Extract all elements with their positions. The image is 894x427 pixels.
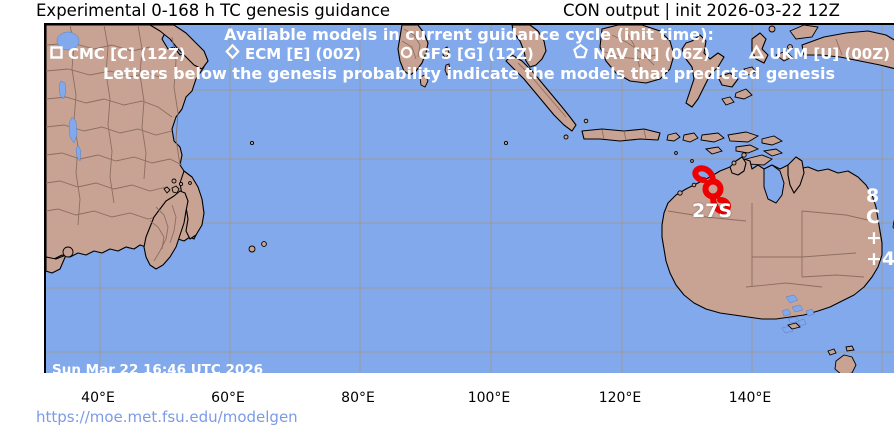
map-panel[interactable]: .land { fill: #c8a394; stroke: #000000; … — [44, 23, 894, 373]
x-tick-label-1: 60°E — [211, 390, 245, 406]
x-tick-label-3: 100°E — [467, 390, 511, 406]
storm-id-label: 27S — [691, 200, 733, 222]
x-tick-label-0: 40°E — [81, 390, 115, 406]
y-axis: 0°10°S20°S30°S40°S — [0, 0, 44, 427]
output-label: CON output — [563, 1, 660, 20]
header-output-info: CON output | init 2026-03-22 12Z — [563, 1, 840, 20]
x-tick-label-4: 120°E — [598, 390, 642, 406]
world-map: .land { fill: #c8a394; stroke: #000000; … — [46, 25, 894, 373]
source-url-link[interactable]: https://moe.met.fsu.edu/modelgen — [36, 408, 298, 426]
south-asia-landmass — [397, 25, 451, 88]
header-bar: Experimental 0-168 h TC genesis guidance… — [0, 0, 894, 23]
header-separator: | — [664, 1, 671, 20]
x-tick-label-2: 80°E — [341, 390, 375, 406]
state-borders — [667, 203, 873, 288]
init-time-label: init 2026-03-22 12Z — [675, 1, 840, 20]
page-title: Experimental 0-168 h TC genesis guidance — [36, 1, 391, 20]
map-timestamp: Sun Mar 22 16:46 UTC 2026 — [52, 362, 264, 373]
x-tick-label-5: 140°E — [728, 390, 772, 406]
africa-landmass — [46, 25, 267, 274]
